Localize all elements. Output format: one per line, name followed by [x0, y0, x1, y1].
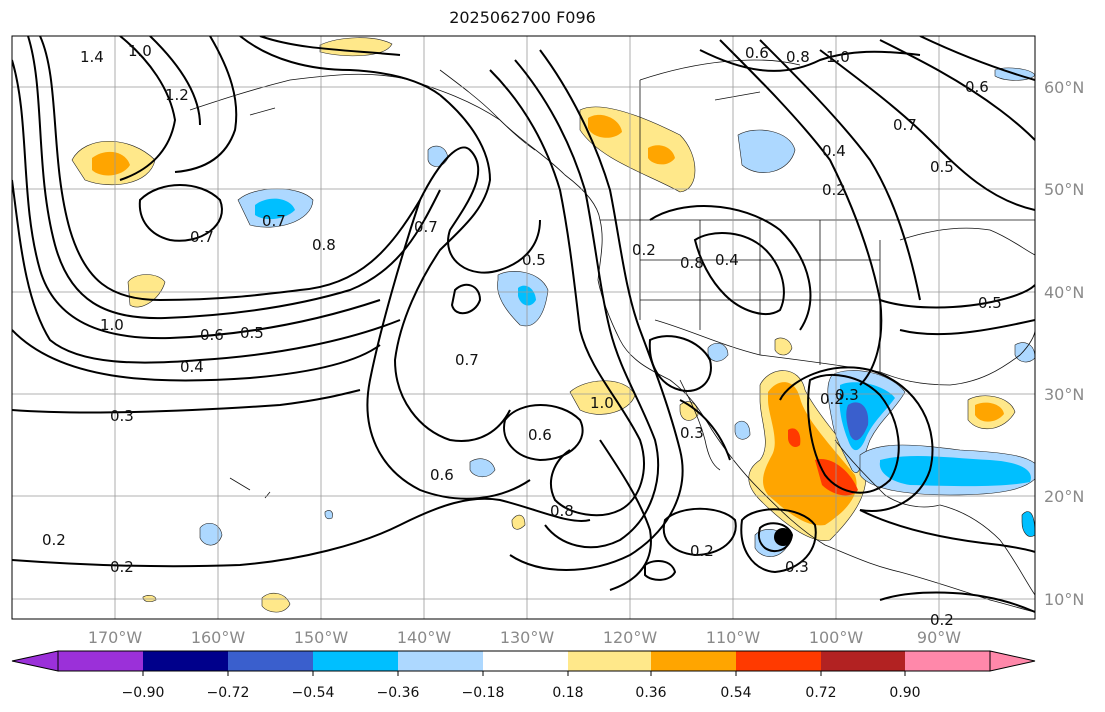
contour-label: 0.5: [930, 158, 954, 176]
contour-label: 0.2: [690, 542, 714, 560]
colorbar-tick-label: 0.54: [720, 685, 751, 701]
colorbar-tick-label: 0.36: [635, 685, 666, 701]
lon-tick-label: 130°W: [500, 628, 555, 647]
lat-tick-label: 30°N: [1044, 385, 1084, 404]
contour-label: 1.0: [128, 42, 152, 60]
lat-tick-label: 40°N: [1044, 283, 1084, 302]
contour-label: 0.7: [455, 351, 479, 369]
contour-label: 0.6: [528, 426, 552, 444]
contour-label: 0.3: [835, 386, 859, 404]
plot-area: [12, 36, 1035, 619]
contour-label: 0.5: [978, 294, 1002, 312]
colorbar-swatch: [905, 651, 990, 671]
colorbar-swatch: [58, 651, 143, 671]
colorbar-swatch: [568, 651, 651, 671]
colorbar-swatch: [313, 651, 398, 671]
contour-label: 0.2: [110, 558, 134, 576]
contour-label: 0.5: [522, 251, 546, 269]
contour-label: 0.2: [42, 531, 66, 549]
contour-label: 0.6: [745, 44, 769, 62]
contour-label: 0.7: [893, 116, 917, 134]
contour-label: 1.0: [826, 48, 850, 66]
contour-label: 0.4: [715, 251, 739, 269]
colorbar-swatch: [821, 651, 905, 671]
lon-tick-label: 100°W: [809, 628, 864, 647]
contour-label: 0.7: [414, 218, 438, 236]
plot-frame: [11, 35, 1036, 620]
contour-label: 0.8: [786, 48, 810, 66]
lon-tick-label: 120°W: [603, 628, 658, 647]
colorbar-tick-label: −0.72: [207, 685, 250, 701]
contour-label-layer: 1.4 1.0 1.2 0.7 0.8 0.7 1.0 0.6 0.5 0.4 …: [42, 42, 1002, 629]
contour-label: 0.3: [110, 407, 134, 425]
contour-label: 0.7: [262, 212, 286, 230]
lat-tick-label: 60°N: [1044, 78, 1084, 97]
colorbar-tick-label: 0.90: [889, 685, 920, 701]
colorbar-swatch: [736, 651, 821, 671]
lat-tick-label: 20°N: [1044, 487, 1084, 506]
lon-tick-label: 150°W: [294, 628, 349, 647]
contour-label: 1.0: [100, 316, 124, 334]
colorbar-swatch: [228, 651, 313, 671]
colorbar-tick-label: −0.54: [292, 685, 335, 701]
contour-label: 0.4: [180, 358, 204, 376]
contour-label: 0.2: [820, 390, 844, 408]
contour-lines: [12, 36, 1035, 613]
contour-label: 0.5: [240, 324, 264, 342]
map-title: 2025062700 F096: [449, 8, 596, 27]
contour-label: 0.7: [190, 228, 214, 246]
lat-tick-label: 10°N: [1044, 590, 1084, 609]
longitude-axis: 170°W 160°W 150°W 140°W 130°W 120°W 110°…: [88, 628, 961, 647]
lon-tick-label: 110°W: [706, 628, 761, 647]
lon-tick-label: 90°W: [917, 628, 961, 647]
contour-label: 0.2: [632, 241, 656, 259]
storm-center-dot: [774, 528, 792, 546]
contour-label: 1.2: [165, 86, 189, 104]
colorbar-swatch: [483, 651, 568, 671]
colorbar-tick-label: −0.18: [462, 685, 505, 701]
positive-anomaly-shading: [71, 37, 1016, 613]
contour-label: 0.6: [965, 78, 989, 96]
contour-label: 0.6: [430, 466, 454, 484]
contour-label: 0.8: [550, 502, 574, 520]
contour-label: 0.2: [930, 611, 954, 629]
contour-label: 0.8: [680, 254, 704, 272]
lon-tick-label: 170°W: [88, 628, 143, 647]
colorbar-extend-high: [989, 650, 1036, 672]
colorbar: −0.90 −0.72 −0.54 −0.36 −0.18 0.18 0.36 …: [11, 650, 1036, 701]
contour-label: 0.2: [822, 181, 846, 199]
colorbar-tick-label: −0.36: [377, 685, 420, 701]
contour-label: 0.8: [312, 236, 336, 254]
contour-label: 1.0: [590, 394, 614, 412]
contour-label: 0.6: [200, 326, 224, 344]
lon-tick-label: 160°W: [191, 628, 246, 647]
coastlines-and-borders: [189, 59, 1035, 613]
colorbar-tick-label: 0.18: [552, 685, 583, 701]
colorbar-swatch: [651, 651, 736, 671]
graticule: [12, 36, 1035, 619]
colorbar-extend-low: [11, 650, 59, 672]
contour-label: 0.3: [680, 424, 704, 442]
latitude-axis: 60°N 50°N 40°N 30°N 20°N 10°N: [1044, 78, 1084, 609]
contour-label: 0.4: [822, 142, 846, 160]
contour-label: 1.4: [80, 48, 104, 66]
contour-label: 0.3: [785, 558, 809, 576]
colorbar-swatch: [398, 651, 483, 671]
colorbar-tick-label: −0.90: [122, 685, 165, 701]
colorbar-swatch: [143, 651, 228, 671]
negative-anomaly-shading: [199, 67, 1035, 557]
lat-tick-label: 50°N: [1044, 180, 1084, 199]
lon-tick-label: 140°W: [397, 628, 452, 647]
colorbar-tick-label: 0.72: [805, 685, 836, 701]
